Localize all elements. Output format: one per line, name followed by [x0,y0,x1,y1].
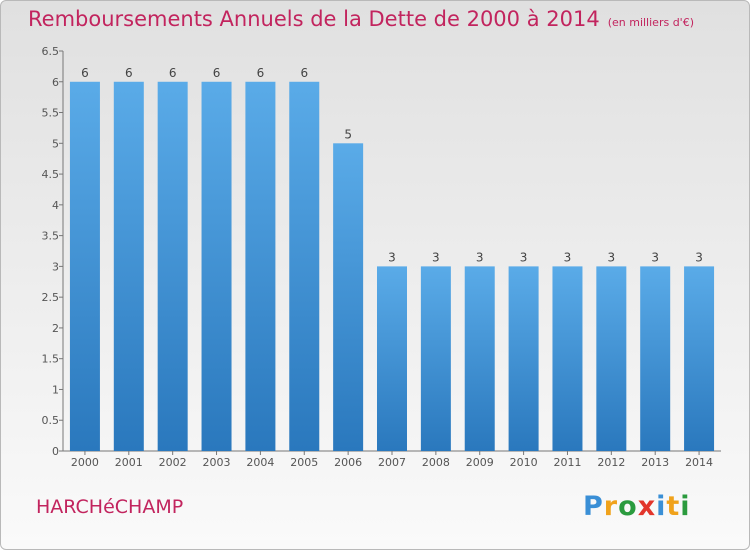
bar-value-label: 5 [344,127,352,141]
x-tick-label: 2012 [597,456,625,469]
bar-value-label: 6 [125,66,133,80]
x-tick-label: 2009 [466,456,494,469]
bar-2013 [640,266,671,451]
x-tick-label: 2013 [641,456,669,469]
bar-2010 [508,266,539,451]
bar-2006 [333,143,364,452]
logo-letter: i [656,491,667,522]
bar-value-label: 3 [651,250,659,264]
bar-value-label: 6 [300,66,308,80]
logo-letter: o [618,491,638,522]
bar-value-label: 3 [564,250,572,264]
x-tick-label: 2014 [685,456,713,469]
bar-value-label: 6 [81,66,89,80]
bar-2014 [684,266,715,451]
bar-2000 [69,81,100,452]
chart-title: Remboursements Annuels de la Dette de 20… [28,7,694,31]
y-tick-label: 4.5 [42,168,60,181]
y-tick-label: 6.5 [42,45,60,58]
bar-value-label: 3 [695,250,703,264]
bar-2011 [552,266,583,451]
bar-value-label: 3 [476,250,484,264]
x-tick-label: 2007 [378,456,406,469]
town-name: HARCHéCHAMP [36,496,184,518]
logo-letter: x [637,491,657,522]
x-tick-label: 2005 [290,456,318,469]
bar-value-label: 3 [520,250,528,264]
bar-value-label: 3 [388,250,396,264]
y-tick-label: 2 [52,322,59,335]
bar-value-label: 6 [213,66,221,80]
bar-2007 [377,266,407,451]
bar-value-label: 6 [169,66,177,80]
y-tick-label: 5 [52,137,59,150]
x-tick-label: 2006 [334,456,362,469]
y-tick-label: 3 [52,260,59,273]
x-tick-label: 2001 [115,456,143,469]
bar-value-label: 3 [608,250,616,264]
x-tick-label: 2003 [203,456,231,469]
x-tick-label: 2008 [422,456,450,469]
y-tick-label: 0 [52,445,59,458]
y-tick-label: 4 [52,199,59,212]
logo-letter: i [680,491,691,522]
bar-2004 [245,81,276,452]
bar-2001 [113,81,144,452]
bar-2002 [157,81,188,452]
y-tick-label: 2.5 [42,291,60,304]
y-tick-label: 5.5 [42,107,60,120]
bar-2008 [420,266,451,451]
y-tick-label: 0.5 [42,414,60,427]
y-tick-label: 1.5 [42,353,60,366]
x-tick-label: 2010 [510,456,538,469]
y-tick-label: 3.5 [42,230,60,243]
x-tick-label: 2011 [553,456,581,469]
bar-2009 [464,266,495,451]
y-tick-label: 6 [52,76,59,89]
x-tick-label: 2002 [159,456,187,469]
logo-letter: P [583,491,604,522]
proxiti-logo: Proxiti [583,491,691,522]
logo-letter: t [666,491,681,522]
bar-value-label: 3 [432,250,440,264]
logo-letter: r [603,491,619,522]
y-tick-label: 1 [52,383,59,396]
x-tick-label: 2004 [246,456,274,469]
bar-value-label: 6 [257,66,265,80]
bar-2003 [201,81,232,452]
bar-2012 [596,266,627,451]
unit-label: (en milliers d'€) [607,16,694,29]
x-tick-label: 2000 [71,456,99,469]
chart-title-text: Remboursements Annuels de la Dette de 20… [28,7,600,31]
bar-2005 [289,81,320,452]
